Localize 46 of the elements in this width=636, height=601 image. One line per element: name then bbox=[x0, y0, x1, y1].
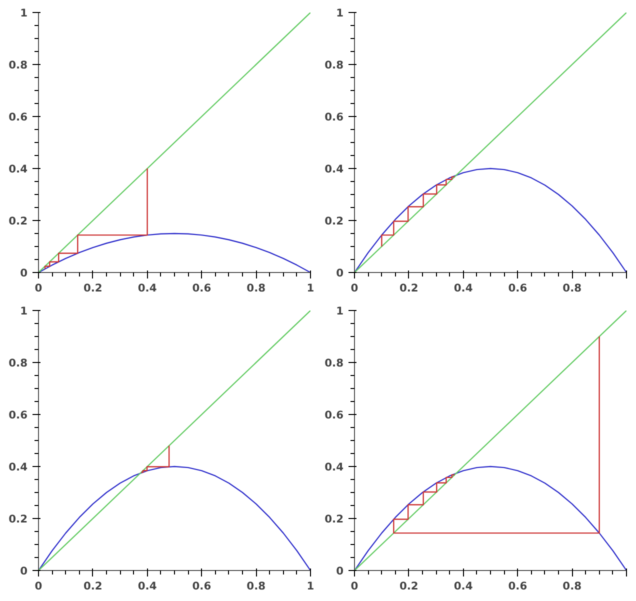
y-tick-label: 0.4 bbox=[324, 460, 344, 474]
x-tick-label: 1 bbox=[306, 282, 314, 294]
y-tick-label: 0.8 bbox=[324, 356, 344, 370]
y-tick-label: 1 bbox=[20, 304, 28, 318]
y-tick-label: 0.6 bbox=[324, 408, 344, 422]
y-tick-label: 0.4 bbox=[324, 162, 344, 176]
y-tick-label: 0.8 bbox=[8, 356, 28, 370]
x-tick-label: 0.6 bbox=[192, 282, 212, 294]
y-tick-label: 0 bbox=[20, 564, 28, 578]
x-tick-label: 1 bbox=[306, 580, 314, 592]
y-tick-label: 0 bbox=[336, 266, 344, 280]
x-tick-label: 0.4 bbox=[138, 282, 157, 294]
x-tick-label: 0 bbox=[350, 282, 358, 294]
x-tick-label: 0.8 bbox=[562, 580, 582, 592]
x-tick-label: 0 bbox=[350, 580, 358, 592]
y-tick-label: 1 bbox=[336, 304, 344, 318]
x-tick-label: 0 bbox=[34, 580, 42, 592]
y-tick-label: 0.4 bbox=[8, 162, 28, 176]
x-tick-label: 0.8 bbox=[562, 282, 582, 294]
y-tick-label: 0.2 bbox=[324, 214, 344, 228]
y-tick-label: 0.6 bbox=[324, 110, 344, 124]
x-tick-label: 0.2 bbox=[399, 282, 418, 294]
y-tick-label: 0.2 bbox=[8, 214, 28, 228]
x-tick-label: 0.4 bbox=[454, 282, 473, 294]
x-tick-label: 0.6 bbox=[508, 282, 528, 294]
x-tick-label: 0 bbox=[34, 282, 42, 294]
y-tick-label: 0 bbox=[336, 564, 344, 578]
x-tick-label: 0.2 bbox=[399, 580, 418, 592]
x-tick-label: 0.6 bbox=[508, 580, 528, 592]
y-tick-label: 0.8 bbox=[324, 58, 344, 72]
y-tick-label: 0.6 bbox=[8, 408, 28, 422]
x-tick-label: 0.4 bbox=[138, 580, 157, 592]
x-tick-label: 0.2 bbox=[83, 580, 102, 592]
y-tick-label: 0.4 bbox=[8, 460, 28, 474]
y-tick-label: 1 bbox=[336, 6, 344, 20]
x-tick-label: 0.4 bbox=[454, 580, 473, 592]
y-tick-label: 0.6 bbox=[8, 110, 28, 124]
y-tick-label: 1 bbox=[20, 6, 28, 20]
y-tick-label: 0.2 bbox=[8, 512, 28, 526]
x-tick-label: 0.8 bbox=[246, 282, 266, 294]
y-tick-label: 0 bbox=[20, 266, 28, 280]
x-tick-label: 0.8 bbox=[246, 580, 266, 592]
x-tick-label: 0.6 bbox=[192, 580, 212, 592]
x-tick-label: 0.2 bbox=[83, 282, 102, 294]
y-tick-label: 0.2 bbox=[324, 512, 344, 526]
y-tick-label: 0.8 bbox=[8, 58, 28, 72]
